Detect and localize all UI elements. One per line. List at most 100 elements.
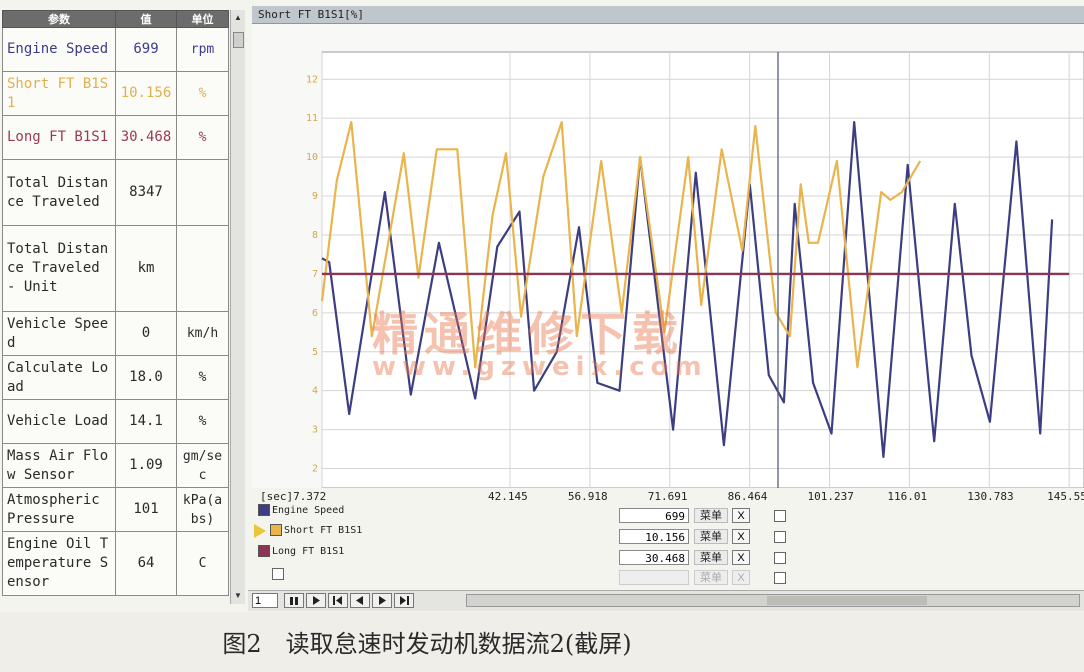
series-checkbox[interactable] — [774, 572, 786, 584]
skip-end-icon — [400, 596, 409, 605]
table-scrollbar[interactable]: ▲ ▼ — [230, 10, 245, 604]
series-value-field[interactable]: 10.156 — [619, 529, 689, 544]
legend-item-long-ft[interactable]: Long FT B1S1 — [258, 543, 344, 561]
param-unit — [176, 159, 229, 226]
param-value: 30.468 — [115, 115, 177, 160]
remove-series-button[interactable]: X — [732, 508, 750, 523]
param-name: Mass Air Flow Sensor — [2, 443, 116, 488]
play-icon — [313, 596, 320, 605]
param-unit: % — [176, 115, 229, 160]
table-row[interactable]: Engine Speed 699 rpm — [2, 27, 229, 72]
legend-empty-checkbox[interactable] — [272, 568, 284, 580]
table-row[interactable]: Total Distance Traveled - Unit km — [2, 225, 229, 312]
step-back-button[interactable] — [350, 593, 370, 608]
series-swatch — [270, 524, 282, 536]
series-short-ft — [320, 120, 922, 369]
speed-spinner[interactable]: 1 — [252, 593, 278, 608]
param-name: Engine Speed — [2, 27, 116, 72]
legend-label: Short FT B1S1 — [284, 525, 363, 536]
param-value: 18.0 — [115, 355, 177, 400]
series-value-field[interactable]: 30.468 — [619, 550, 689, 565]
y-tick-label: 4 — [312, 386, 318, 397]
param-value: 1.09 — [115, 443, 177, 488]
x-tick-label: 56.918 — [567, 490, 608, 503]
param-value: 14.1 — [115, 399, 177, 444]
y-tick-label: 3 — [312, 425, 318, 436]
series-checkbox[interactable] — [774, 552, 786, 564]
watermark-text: 精通维修下载 — [372, 307, 684, 361]
param-value: 0 — [115, 311, 177, 356]
param-name: Atmospheric Pressure — [2, 487, 116, 532]
step-forward-button[interactable] — [372, 593, 392, 608]
param-unit: % — [176, 355, 229, 400]
table-row[interactable]: Engine Oil Temperature Sensor 64 C — [2, 531, 229, 596]
param-value: 10.156 — [115, 71, 177, 116]
param-unit: km/h — [176, 311, 229, 356]
param-name: Total Distance Traveled — [2, 159, 116, 226]
table-row[interactable]: Vehicle Speed 0 km/h — [2, 311, 229, 356]
table-row[interactable]: Mass Air Flow Sensor 1.09 gm/sec — [2, 443, 229, 488]
x-tick-label: 86.464 — [727, 490, 768, 503]
param-value: 101 — [115, 487, 177, 532]
header-unit[interactable]: 单位 — [176, 10, 229, 28]
param-value: km — [115, 225, 177, 312]
table-row[interactable]: Total Distance Traveled 8347 — [2, 159, 229, 226]
table-row[interactable]: Vehicle Load 14.1 % — [2, 399, 229, 444]
series-checkbox[interactable] — [774, 531, 786, 543]
skip-start-button[interactable] — [328, 593, 348, 608]
header-param[interactable]: 参数 — [2, 10, 116, 28]
y-tick-label: 9 — [312, 191, 318, 202]
table-row[interactable]: Long FT B1S1 30.468 % — [2, 115, 229, 160]
param-name: Engine Oil Temperature Sensor — [2, 531, 116, 596]
line-chart[interactable]: 2 3 4 5 6 7 8 9 10 11 12 — [252, 24, 1084, 488]
remove-series-button[interactable]: X — [732, 550, 750, 565]
app-window: 参数 值 单位 Engine Speed 699 rpm Short FT B1… — [2, 6, 1084, 611]
legend-label: Long FT B1S1 — [272, 546, 345, 557]
pause-button[interactable] — [284, 593, 304, 608]
y-tick-label: 8 — [312, 230, 318, 241]
legend-label: Engine Speed — [272, 505, 345, 516]
x-tick-label: 101.237 — [807, 490, 854, 503]
series-swatch — [258, 504, 270, 516]
y-tick-label: 12 — [306, 74, 318, 85]
param-name: Total Distance Traveled - Unit — [2, 225, 116, 312]
y-tick-label: 5 — [312, 347, 318, 358]
y-tick-label: 7 — [312, 269, 318, 280]
param-name: Long FT B1S1 — [2, 115, 116, 160]
menu-button[interactable]: 菜单 — [694, 508, 728, 523]
scroll-thumb[interactable] — [233, 32, 244, 48]
table-row[interactable]: Short FT B1S1 10.156 % — [2, 71, 229, 116]
series-engine-speed — [321, 120, 1054, 458]
series-value-field[interactable]: 699 — [619, 508, 689, 523]
table-row[interactable]: Calculate Load 18.0 % — [2, 355, 229, 400]
series-value-field — [619, 570, 689, 585]
y-tick-label: 6 — [312, 308, 318, 319]
series-swatch — [258, 545, 270, 557]
menu-button[interactable]: 菜单 — [694, 529, 728, 544]
timeline-scrollbar[interactable] — [466, 594, 1080, 607]
step-back-icon — [356, 596, 363, 605]
param-value: 8347 — [115, 159, 177, 226]
play-button[interactable] — [306, 593, 326, 608]
x-tick-label: 130.783 — [967, 490, 1014, 503]
param-unit — [176, 225, 229, 312]
param-unit: % — [176, 399, 229, 444]
param-unit: C — [176, 531, 229, 596]
x-tick-label: 116.01 — [887, 490, 928, 503]
legend-item-short-ft[interactable]: Short FT B1S1 — [270, 522, 362, 540]
scroll-down-icon[interactable]: ▼ — [234, 591, 242, 600]
param-unit: rpm — [176, 27, 229, 72]
series-checkbox[interactable] — [774, 510, 786, 522]
menu-button[interactable]: 菜单 — [694, 550, 728, 565]
remove-series-button[interactable]: X — [732, 529, 750, 544]
y-tick-label: 2 — [312, 464, 318, 475]
skip-start-icon — [333, 596, 342, 605]
legend-item-engine-speed[interactable]: Engine Speed — [258, 502, 344, 520]
timeline-thumb[interactable] — [767, 596, 927, 605]
parameter-table: 参数 值 单位 Engine Speed 699 rpm Short FT B1… — [2, 10, 229, 596]
header-value[interactable]: 值 — [115, 10, 177, 28]
skip-end-button[interactable] — [394, 593, 414, 608]
x-tick-label: 42.145 — [488, 490, 528, 503]
scroll-up-icon[interactable]: ▲ — [234, 13, 242, 22]
table-row[interactable]: Atmospheric Pressure 101 kPa(abs) — [2, 487, 229, 532]
